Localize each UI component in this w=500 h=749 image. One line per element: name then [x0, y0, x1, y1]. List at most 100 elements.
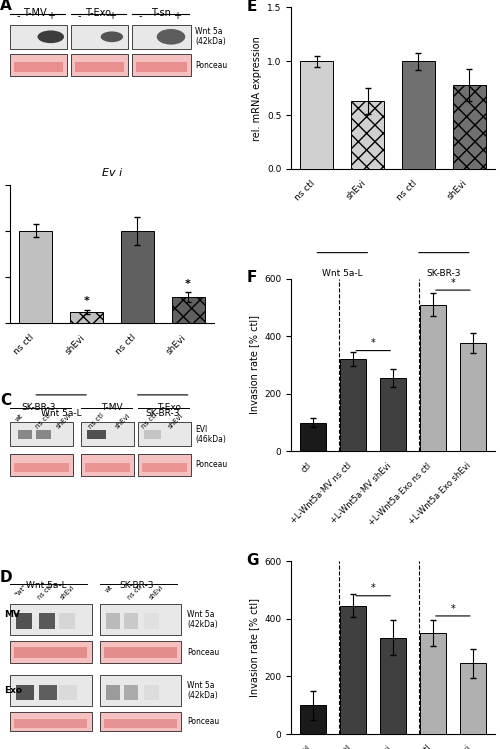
Text: T-Exo: T-Exo — [157, 403, 181, 412]
Bar — [300, 422, 326, 452]
Bar — [10, 604, 92, 635]
Bar — [452, 85, 486, 169]
Bar — [300, 706, 326, 734]
Bar — [104, 647, 177, 658]
Circle shape — [38, 31, 64, 43]
Bar — [16, 613, 32, 629]
Text: -: - — [78, 11, 81, 21]
Bar — [138, 422, 192, 446]
Text: SK-BR-3: SK-BR-3 — [146, 409, 180, 418]
Bar — [144, 685, 159, 700]
Bar — [124, 613, 138, 629]
Text: Ponceau: Ponceau — [196, 461, 228, 470]
Bar — [75, 62, 124, 72]
Text: ns ctl: ns ctl — [36, 584, 54, 601]
Text: T-sn: T-sn — [151, 8, 171, 19]
Bar — [300, 61, 334, 169]
Bar — [420, 633, 446, 734]
Text: shEvi: shEvi — [59, 584, 76, 601]
Text: *: * — [371, 339, 376, 348]
Bar — [460, 664, 485, 734]
Text: E: E — [246, 0, 257, 14]
Bar — [138, 454, 192, 476]
Text: C: C — [0, 392, 11, 407]
Text: T-MV: T-MV — [101, 403, 122, 412]
Bar — [142, 463, 188, 472]
Text: Wnt 5a
(42kDa): Wnt 5a (42kDa) — [188, 610, 218, 629]
Bar — [71, 55, 128, 76]
Text: F: F — [246, 270, 257, 285]
Text: Wnt 5a-L: Wnt 5a-L — [41, 409, 82, 418]
Bar — [14, 718, 88, 728]
Bar — [121, 231, 154, 323]
Bar — [36, 430, 51, 440]
Text: T-MV: T-MV — [22, 8, 46, 19]
Text: shEvi: shEvi — [55, 412, 72, 429]
Y-axis label: Invasion rate [% ctl]: Invasion rate [% ctl] — [248, 598, 258, 697]
Text: ns ctl: ns ctl — [140, 412, 158, 430]
Bar — [380, 637, 406, 734]
Text: ns ctl: ns ctl — [88, 412, 105, 430]
Text: *: * — [450, 604, 455, 613]
Y-axis label: Invasion rate [% ctl]: Invasion rate [% ctl] — [248, 315, 258, 414]
Bar — [172, 297, 204, 323]
Text: Wnt 5a
(42kDa): Wnt 5a (42kDa) — [188, 681, 218, 700]
Text: -: - — [16, 11, 20, 21]
Bar — [71, 25, 128, 49]
Bar — [100, 712, 181, 731]
Text: wt: wt — [104, 584, 114, 594]
Y-axis label: rel. mRNA expression: rel. mRNA expression — [252, 36, 262, 141]
Text: -: - — [138, 11, 142, 21]
Bar — [59, 685, 77, 700]
Bar — [100, 641, 181, 663]
Bar — [351, 101, 384, 169]
Text: shEvi: shEvi — [114, 412, 132, 429]
Bar — [100, 604, 181, 635]
Text: *: * — [371, 583, 376, 593]
Text: ns ctl: ns ctl — [126, 584, 143, 601]
Text: *: * — [185, 279, 191, 289]
Bar — [144, 430, 161, 440]
Text: +: + — [173, 11, 181, 21]
Text: +: + — [47, 11, 55, 21]
Text: T-Exo: T-Exo — [84, 8, 110, 19]
Bar — [14, 463, 69, 472]
Text: "wt": "wt" — [14, 584, 28, 598]
Bar — [10, 712, 92, 731]
Title: Wnt 5a: Wnt 5a — [373, 0, 413, 1]
Bar — [144, 613, 159, 629]
Text: +: + — [108, 11, 116, 21]
Bar — [132, 25, 192, 49]
Bar — [380, 378, 406, 452]
Text: wt: wt — [14, 412, 24, 422]
Text: A: A — [0, 0, 12, 13]
Bar — [38, 685, 57, 700]
Text: Wnt 5a
(42kDa): Wnt 5a (42kDa) — [196, 27, 226, 46]
Text: shEvi: shEvi — [148, 584, 166, 601]
Bar — [460, 343, 485, 452]
Text: *: * — [450, 278, 455, 288]
Text: EVI
(46kDa): EVI (46kDa) — [196, 425, 226, 444]
Bar — [86, 463, 130, 472]
Text: Ponceau: Ponceau — [188, 648, 220, 657]
Bar — [59, 613, 75, 629]
Bar — [82, 454, 134, 476]
Text: Wnt 5a-L: Wnt 5a-L — [322, 269, 362, 278]
Text: D: D — [0, 570, 12, 585]
Bar — [18, 430, 32, 440]
Bar — [340, 606, 366, 734]
Bar — [10, 422, 73, 446]
Bar — [402, 61, 435, 169]
Text: Ponceau: Ponceau — [188, 717, 220, 726]
Bar — [16, 685, 34, 700]
Bar — [88, 430, 106, 440]
Bar — [106, 685, 120, 700]
Bar — [132, 55, 192, 76]
Bar — [38, 613, 55, 629]
Bar — [10, 641, 92, 663]
Bar — [14, 62, 63, 72]
Bar — [20, 231, 52, 323]
Text: Wnt 5a-L: Wnt 5a-L — [26, 581, 67, 590]
Bar — [70, 312, 103, 323]
Circle shape — [100, 31, 123, 42]
